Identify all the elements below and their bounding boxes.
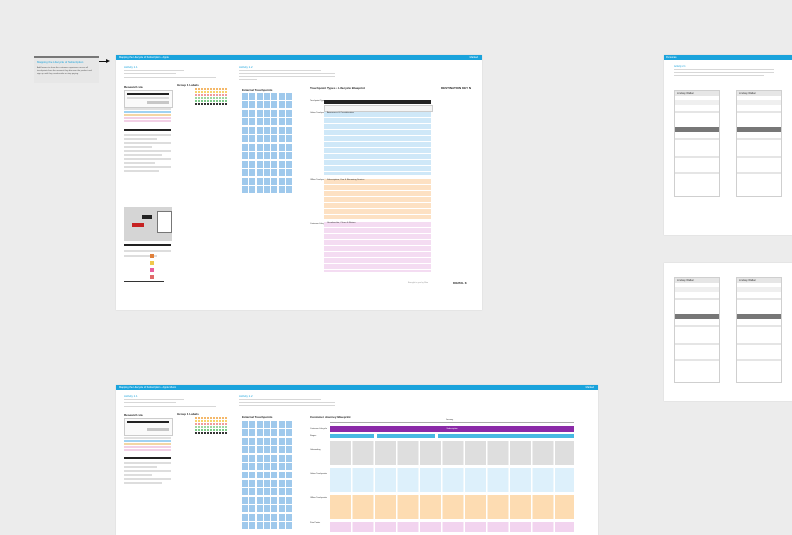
pink-lane[interactable]: Unsubscribe, Churn & Return xyxy=(324,222,431,272)
research-column-title: Research via xyxy=(124,85,143,89)
label-stickers xyxy=(177,88,227,105)
external-touchpoints-title: External Touchpoints xyxy=(242,415,273,419)
research-card[interactable] xyxy=(124,418,173,436)
journey-title: Touchpoint Types • Lifecycle Blueprint xyxy=(310,86,365,90)
frame-header: Mapping the Lifecycle of Subscription - … xyxy=(116,385,598,390)
touchpoint-grid[interactable] xyxy=(242,93,292,193)
brand-mark: DIGITAL K xyxy=(453,281,467,285)
lane-label: Customer Lifecycle Stages xyxy=(310,223,334,225)
external-touchpoints-title: External Touchpoints xyxy=(242,88,273,92)
row-label: Customer Lifecycle xyxy=(310,428,328,430)
row-label: Online Touchpoints xyxy=(310,473,327,475)
activity-title: Activity 1.1 xyxy=(124,65,138,69)
row-label: Stages xyxy=(310,435,317,437)
activity-title: Activity 1.1 xyxy=(124,394,138,398)
activity-title: Activity 1.2 xyxy=(239,394,253,398)
blue-lane[interactable]: Awareness & Consideration xyxy=(324,112,431,178)
frame-title: Mapping the Lifecycle of Subscription - … xyxy=(119,56,169,59)
row-label: Pain Points xyxy=(310,522,321,524)
research-column-title: Research via xyxy=(124,413,143,417)
row-label: Offline Touchpoints xyxy=(310,497,327,499)
journey-title: Customer Journey Blueprint xyxy=(310,415,351,419)
sticky-title: Mapping the Lifecycle of Subscription xyxy=(37,60,84,64)
persona-name: Lindsay Walker xyxy=(675,91,719,96)
journey-header-bar xyxy=(324,100,431,104)
lane-label: Online Touchpoints xyxy=(310,112,327,114)
frame-status: Marked xyxy=(469,56,478,59)
frame-title: Personas xyxy=(666,56,677,59)
labels-column-title: Group 1 Labels xyxy=(177,412,199,416)
row-label: Onboarding xyxy=(310,449,321,451)
frame-lifecycle-secondary[interactable]: Mapping the Lifecycle of Subscription - … xyxy=(116,385,598,535)
gray-row[interactable] xyxy=(330,441,574,465)
frame-title: Mapping the Lifecycle of Subscription - … xyxy=(119,386,177,389)
sticky-body: Add frames to show the customer experien… xyxy=(37,67,92,75)
persona-card[interactable]: Lindsay Walker xyxy=(674,90,720,197)
activity-title: Activity 1.2 xyxy=(239,65,253,69)
persona-card[interactable]: Lindsay Walker xyxy=(736,90,782,197)
activity-title: Activity 2.1 xyxy=(674,65,686,68)
frame-header: Personas xyxy=(664,55,792,60)
journey-key: DESTINATION KEY N xyxy=(441,86,472,90)
connector-arrow xyxy=(99,61,108,62)
orange-lane[interactable]: Subscription, Use & Renewing Service xyxy=(324,179,431,219)
lane-label: Touchpoint Types xyxy=(310,100,326,102)
frame-lifecycle-main[interactable]: Mapping the Lifecycle of Subscription - … xyxy=(116,55,482,310)
blue-row[interactable] xyxy=(330,468,574,492)
persona-frame-bottom[interactable]: Lindsay Walker Lindsay Walker xyxy=(664,263,792,401)
sticky-note[interactable]: Mapping the Lifecycle of Subscription Ad… xyxy=(34,56,99,83)
research-card[interactable] xyxy=(124,90,173,108)
phone-screenshot xyxy=(124,207,172,241)
arrow-head-icon xyxy=(106,59,110,63)
persona-name: Lindsay Walker xyxy=(737,278,781,283)
cyan-stage-bar[interactable] xyxy=(330,434,574,438)
persona-name: Lindsay Walker xyxy=(675,278,719,283)
frame-status: Marked xyxy=(585,386,594,389)
persona-frame-top[interactable]: Personas Activity 2.1 Lindsay Walker Lin… xyxy=(664,55,792,235)
frame-header: Mapping the Lifecycle of Subscription - … xyxy=(116,55,482,60)
orange-row[interactable] xyxy=(330,495,574,519)
label-stickers xyxy=(177,417,227,434)
pink-row[interactable] xyxy=(330,522,574,532)
journey-arrow-label: Journey xyxy=(446,419,454,421)
persona-card[interactable]: Lindsay Walker xyxy=(674,277,720,383)
persona-card[interactable]: Lindsay Walker xyxy=(736,277,782,383)
touchpoint-grid[interactable] xyxy=(242,421,292,529)
purple-stage-bar[interactable]: Subscription xyxy=(330,426,574,432)
footer-label: Brought to you by Miro xyxy=(408,282,429,284)
labels-column-title: Group 1 Labels xyxy=(177,83,199,87)
persona-name: Lindsay Walker xyxy=(737,91,781,96)
lane-label: Offline Touchpoints xyxy=(310,179,327,181)
